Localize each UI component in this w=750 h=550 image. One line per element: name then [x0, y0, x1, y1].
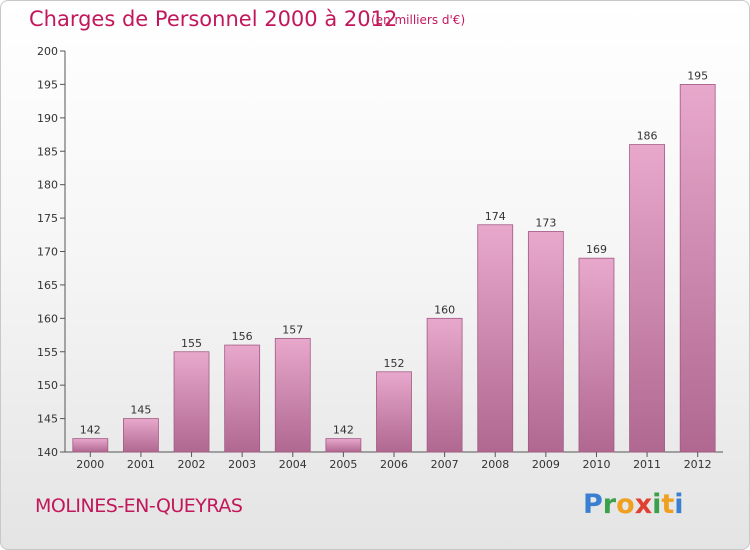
- y-tick-label: 140: [37, 446, 58, 459]
- bar-value-label: 155: [181, 337, 202, 350]
- x-tick-label: 2006: [380, 458, 408, 471]
- bar-value-label: 142: [333, 424, 354, 437]
- bar-2005: [325, 438, 362, 453]
- x-tick-label: 2011: [633, 458, 661, 471]
- x-tick-label: 2000: [76, 458, 104, 471]
- bar-2006: [376, 371, 412, 453]
- y-tick-label: 165: [37, 279, 58, 292]
- y-tick-label: 195: [37, 78, 58, 91]
- logo-letter: P: [583, 489, 603, 520]
- y-tick-label: 170: [37, 246, 58, 259]
- bar-value-label: 195: [687, 69, 708, 82]
- bar-2011: [629, 144, 665, 453]
- y-tick-label: 185: [37, 145, 58, 158]
- y-tick-label: 175: [37, 212, 58, 225]
- bar-2000: [72, 438, 109, 453]
- x-tick-label: 2004: [279, 458, 307, 471]
- proxiti-logo[interactable]: Proxiti: [583, 489, 684, 520]
- bar-2001: [123, 418, 159, 453]
- logo-letter: o: [616, 489, 635, 520]
- bar-value-label: 174: [485, 210, 506, 223]
- commune-name: MOLINES-EN-QUEYRAS: [35, 495, 243, 517]
- y-tick-label: 180: [37, 179, 58, 192]
- bar-value-label: 169: [586, 243, 607, 256]
- x-axis-ticks: 2000 2001 2002 2003 2004 2005 2006 2007 2008 2009…: [76, 452, 712, 471]
- x-tick-label: 2007: [431, 458, 459, 471]
- x-tick-label: 2009: [532, 458, 560, 471]
- logo-letter: t: [661, 489, 675, 520]
- bar-value-label: 157: [282, 323, 303, 336]
- bar-2003: [224, 344, 261, 453]
- x-tick-label: 2005: [329, 458, 357, 471]
- y-axis-ticks: 140 145 150 155 160 165 170 175 180 185 190 195 200: [37, 45, 65, 459]
- chart-title: Charges de Personnel 2000 à 2012: [29, 7, 398, 31]
- logo-letter: r: [602, 489, 617, 520]
- y-tick-label: 145: [37, 413, 58, 426]
- x-tick-label: 2008: [481, 458, 509, 471]
- bar-2007: [426, 317, 463, 453]
- chart-subtitle: (en milliers d'€): [371, 13, 466, 27]
- logo-letter: x: [634, 489, 653, 520]
- bar-value-label: 152: [384, 357, 405, 370]
- bar-value-label: 173: [535, 216, 556, 229]
- y-tick-label: 200: [37, 45, 58, 58]
- y-tick-label: 190: [37, 112, 58, 125]
- logo-letter: i: [674, 489, 684, 520]
- y-tick-label: 150: [37, 379, 58, 392]
- x-tick-label: 2003: [228, 458, 256, 471]
- bar-2009: [527, 231, 564, 453]
- bar-2010: [578, 257, 615, 453]
- bar-2012: [679, 84, 716, 453]
- bar-value-label: 186: [637, 130, 658, 143]
- x-tick-label: 2012: [684, 458, 712, 471]
- bar-2002: [173, 351, 210, 453]
- bars-group: 142 145 155 156 157 142 152 160 174 173 169 186 195: [72, 69, 716, 453]
- x-tick-label: 2001: [127, 458, 155, 471]
- bar-value-label: 145: [130, 404, 151, 417]
- x-tick-label: 2002: [178, 458, 206, 471]
- bar-value-label: 156: [232, 330, 253, 343]
- y-tick-label: 160: [37, 312, 58, 325]
- logo-letter: i: [652, 489, 662, 520]
- bar-2004: [274, 337, 311, 453]
- x-tick-label: 2010: [582, 458, 610, 471]
- bar-value-label: 142: [80, 424, 101, 437]
- bar-value-label: 160: [434, 303, 455, 316]
- y-tick-label: 155: [37, 346, 58, 359]
- bar-2008: [477, 224, 514, 453]
